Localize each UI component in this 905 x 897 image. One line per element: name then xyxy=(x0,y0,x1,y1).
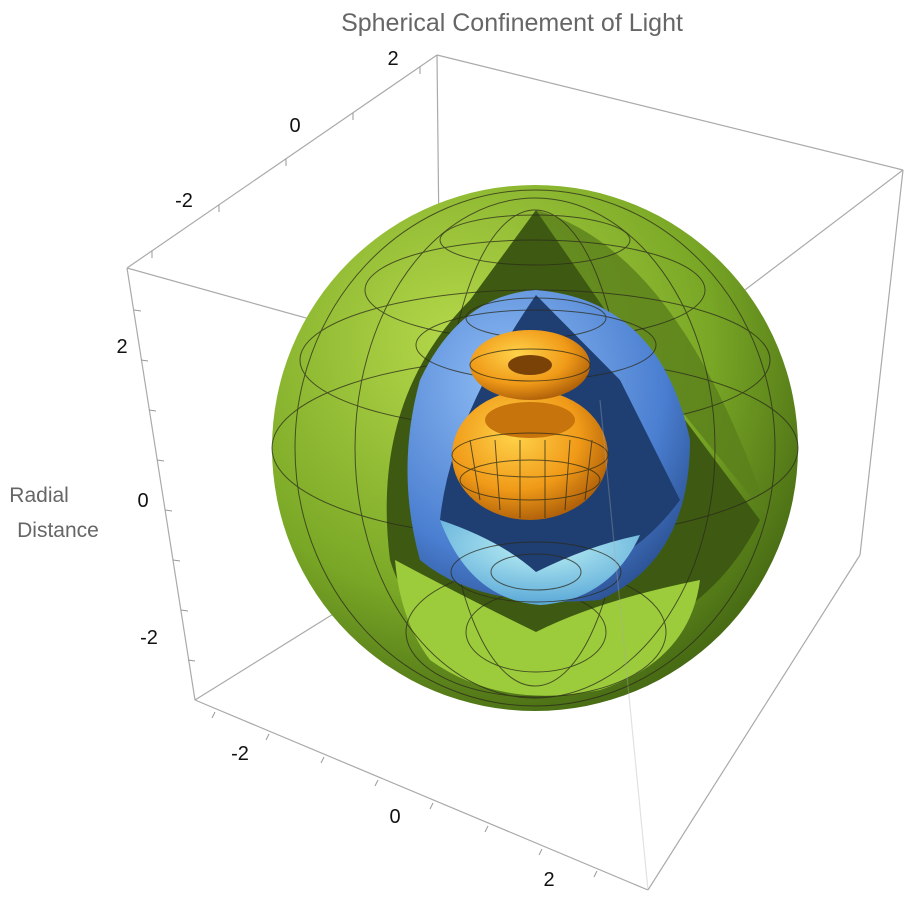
tick-mark xyxy=(172,559,181,562)
x-tick-label: -2 xyxy=(231,743,249,765)
x-tick-label: 0 xyxy=(389,806,400,828)
tick-mark xyxy=(374,779,379,787)
tick-mark xyxy=(211,711,216,719)
y-tick-label: -2 xyxy=(175,190,193,212)
z-tick-label: 0 xyxy=(137,490,148,512)
tick-mark xyxy=(133,309,142,312)
z-axis-label-line2: Distance xyxy=(17,519,99,542)
chart-title: Spherical Confinement of Light xyxy=(341,9,683,37)
tick-mark xyxy=(187,659,196,662)
tick-mark xyxy=(320,756,325,764)
box-edge xyxy=(126,267,196,701)
tick-mark xyxy=(164,509,173,512)
tick-mark xyxy=(140,359,149,362)
box-edge xyxy=(436,54,904,171)
z-axis-label: Radial Distance xyxy=(9,484,99,542)
tick-mark xyxy=(538,848,543,856)
box-edge xyxy=(859,169,904,556)
middle-sphere-lower-lobe xyxy=(440,520,640,605)
tick-mark xyxy=(429,802,434,810)
box-edge xyxy=(126,54,438,269)
tick-mark xyxy=(148,409,157,412)
tick-mark xyxy=(180,609,189,612)
box-edge xyxy=(194,699,649,891)
y-tick-label: 2 xyxy=(387,48,398,70)
inner-upper-hole xyxy=(508,355,552,375)
y-tick-label: 0 xyxy=(289,115,300,137)
box-edge xyxy=(647,554,861,891)
inner-waist xyxy=(485,402,575,438)
tick-mark xyxy=(265,733,270,741)
x-tick-label: 2 xyxy=(543,869,554,891)
axis-tick-marks xyxy=(133,67,598,878)
box-edge-front xyxy=(599,399,649,891)
tick-mark xyxy=(156,459,165,462)
outer-sphere-lower-lobe xyxy=(395,560,700,696)
tick-mark xyxy=(484,825,489,833)
z-axis-label-line1: Radial xyxy=(9,484,69,507)
tick-mark xyxy=(593,870,598,878)
inner-radiation-pattern xyxy=(451,330,609,520)
z-tick-label: -2 xyxy=(140,627,158,649)
inner-pattern-mesh xyxy=(451,348,609,518)
z-tick-label: 2 xyxy=(116,336,127,358)
